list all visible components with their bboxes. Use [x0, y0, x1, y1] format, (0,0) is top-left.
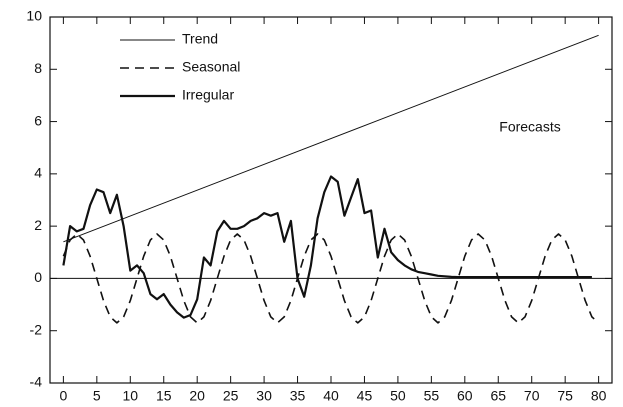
plot-frame: [49, 16, 613, 384]
y-tick-label: 6: [34, 112, 42, 128]
annotation: Forecasts: [499, 119, 560, 135]
legend-label: Irregular: [182, 87, 234, 103]
x-tick-label: 30: [256, 388, 272, 404]
x-tick-label: 45: [357, 388, 373, 404]
x-tick-label: 20: [189, 388, 205, 404]
legend-label: Seasonal: [182, 59, 240, 75]
series-line: [62, 233, 600, 324]
x-tick-label: 40: [323, 388, 339, 404]
y-tick-label: 0: [34, 269, 42, 285]
series-line: [62, 175, 592, 319]
y-tick-label: 2: [34, 217, 42, 233]
x-tick-label: 5: [93, 388, 101, 404]
x-tick-label: 0: [59, 388, 67, 404]
y-tick-label: 8: [34, 60, 42, 76]
x-tick-label: 75: [557, 388, 573, 404]
legend-label: Trend: [182, 31, 218, 47]
y-tick-label: 4: [34, 165, 42, 181]
x-tick-label: 15: [156, 388, 172, 404]
y-tick-label: 10: [26, 8, 42, 24]
x-tick-label: 55: [424, 388, 440, 404]
x-tick-label: 25: [223, 388, 239, 404]
x-tick-label: 35: [290, 388, 306, 404]
x-tick-label: 80: [591, 388, 607, 404]
x-tick-label: 65: [490, 388, 506, 404]
x-tick-label: 10: [122, 388, 138, 404]
x-tick-label: 50: [390, 388, 406, 404]
y-tick-label: -4: [30, 374, 43, 390]
x-tick-label: 70: [524, 388, 540, 404]
series-line: [63, 34, 599, 243]
x-tick-label: 60: [457, 388, 473, 404]
y-tick-label: -2: [30, 321, 43, 337]
